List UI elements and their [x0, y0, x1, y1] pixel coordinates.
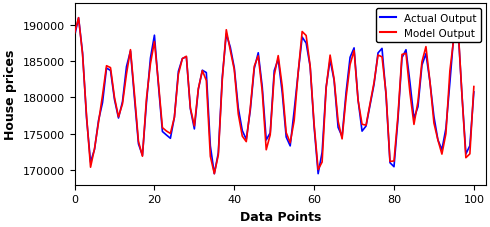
Model Output	[211, 173, 217, 175]
Y-axis label: House prices: House prices	[4, 49, 17, 139]
Model Output	[72, 33, 77, 35]
Actual Output	[319, 151, 325, 154]
Actual Output	[72, 36, 77, 38]
Line: Actual Output: Actual Output	[74, 19, 474, 174]
Line: Model Output: Model Output	[74, 19, 474, 174]
Actual Output	[379, 48, 385, 51]
Model Output	[263, 149, 269, 151]
Model Output	[471, 86, 477, 89]
Model Output	[75, 17, 81, 20]
X-axis label: Data Points: Data Points	[240, 210, 321, 223]
Model Output	[319, 161, 325, 164]
Actual Output	[359, 130, 365, 133]
Actual Output	[103, 67, 109, 70]
Actual Output	[211, 173, 217, 175]
Actual Output	[263, 139, 269, 142]
Model Output	[175, 74, 181, 76]
Model Output	[103, 65, 109, 68]
Actual Output	[75, 17, 81, 20]
Actual Output	[175, 71, 181, 73]
Model Output	[379, 56, 385, 59]
Actual Output	[471, 91, 477, 94]
Legend: Actual Output, Model Output: Actual Output, Model Output	[376, 9, 481, 43]
Model Output	[359, 123, 365, 126]
